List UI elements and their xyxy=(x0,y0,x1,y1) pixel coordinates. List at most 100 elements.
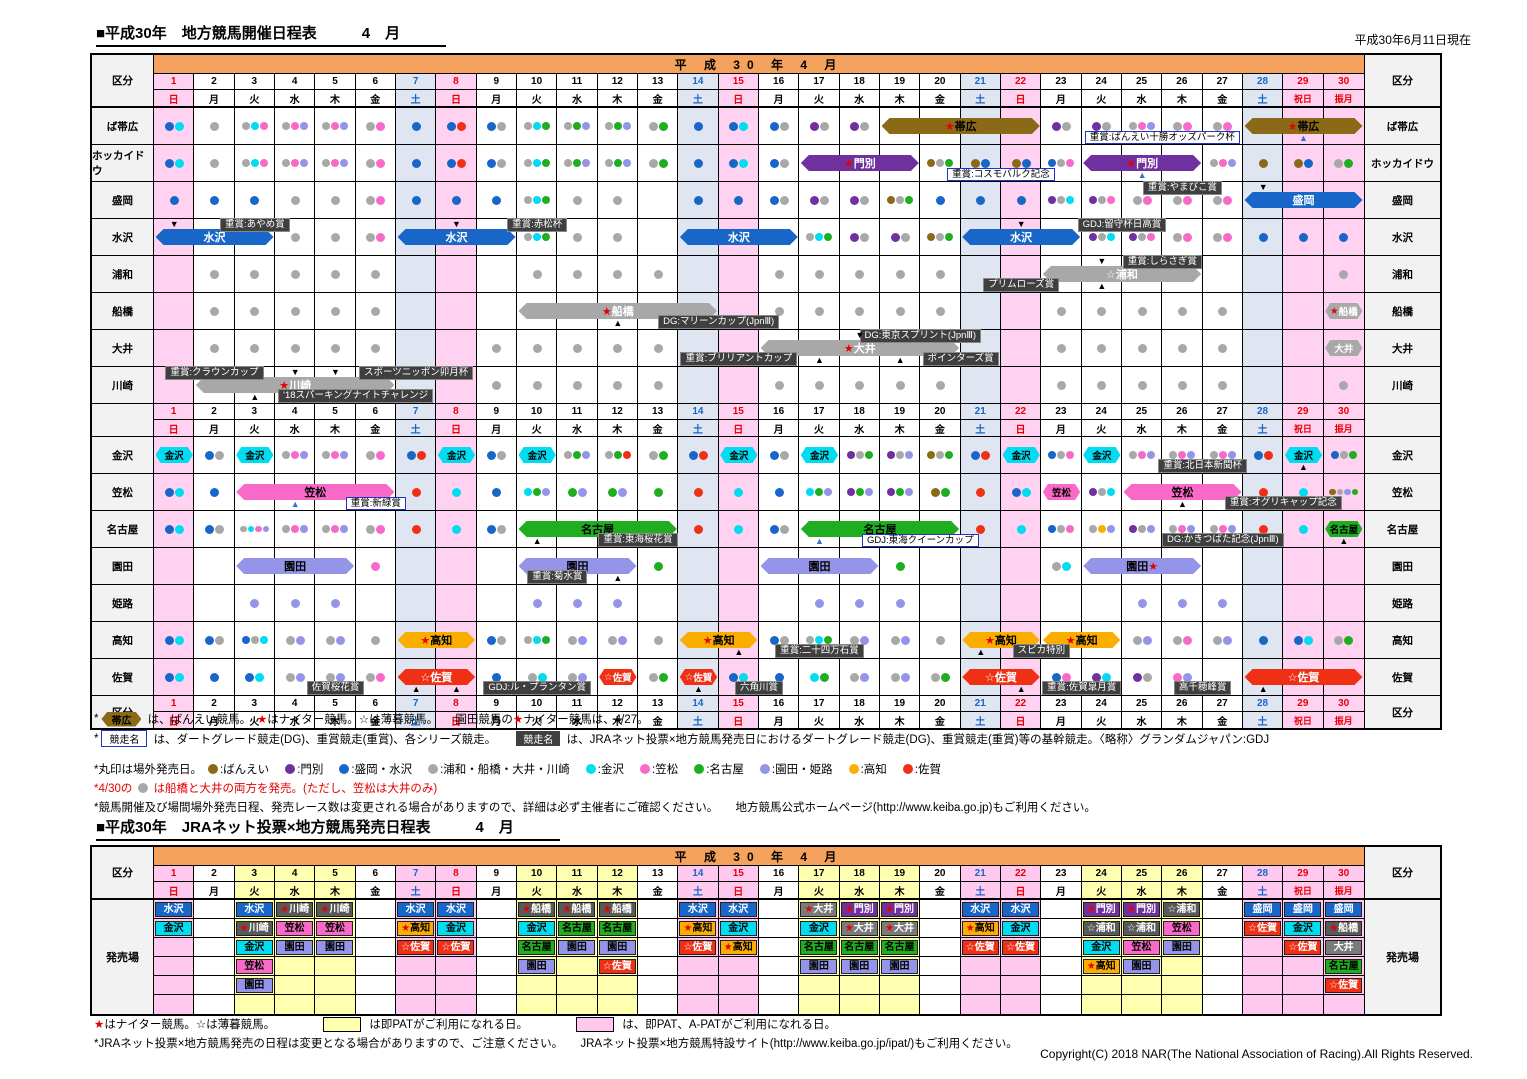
sales-cell xyxy=(1041,900,1082,918)
sales-venue-tag: 水沢 xyxy=(679,901,717,917)
day-of-week: 日 xyxy=(718,90,759,106)
sale-dot xyxy=(335,635,345,645)
date-number: 9 xyxy=(476,866,517,881)
sale-dot xyxy=(935,306,945,316)
venue-label: 園田 xyxy=(1364,548,1440,584)
sale-dot xyxy=(896,488,905,496)
offtrack-sale-dots xyxy=(1122,367,1162,403)
day-cell xyxy=(395,367,437,403)
offtrack-sale-dots xyxy=(275,108,315,144)
sale-dot xyxy=(411,195,421,205)
day-cell xyxy=(355,145,396,181)
sale-dot xyxy=(537,672,547,682)
offtrack-sale-dots xyxy=(517,182,557,218)
legend-text: :盛岡・水沢 xyxy=(351,764,413,776)
sales-cell: 金沢 xyxy=(436,919,477,937)
day-of-week: 火 xyxy=(234,712,275,728)
sale-dot xyxy=(322,159,331,167)
night-race-star-icon: ★ xyxy=(843,157,854,170)
sales-venue-tag: ☆佐賀 xyxy=(961,939,999,955)
offtrack-sale-dots xyxy=(194,256,234,292)
sales-venue-tag: ★川崎 xyxy=(316,901,354,917)
sales-cell: 笠松 xyxy=(315,919,356,937)
offtrack-sale-dots xyxy=(315,256,355,292)
date-number: 18 xyxy=(839,696,880,711)
day-cell xyxy=(436,108,477,144)
sales-table-title: ■平成30年 JRAネット投票×地方競馬発売日程表 4 月 xyxy=(96,816,560,841)
sales-venue-tag: 金沢 xyxy=(1082,939,1120,955)
day-cell xyxy=(1283,330,1324,366)
offtrack-sale-dots xyxy=(1122,108,1162,144)
day-of-week: 日 xyxy=(436,882,477,898)
day-cell xyxy=(154,585,195,621)
day-of-week: 火 xyxy=(799,420,840,436)
sales-cell xyxy=(920,919,961,937)
sales-cell: 水沢 xyxy=(436,900,477,918)
offtrack-sale-dots xyxy=(356,293,396,329)
offtrack-sale-dots xyxy=(315,585,355,621)
marker-triangle: ▲ xyxy=(250,392,260,402)
sale-dot xyxy=(693,121,703,131)
sale-dot xyxy=(653,269,663,279)
sales-cell: 盛岡 xyxy=(1283,900,1324,918)
day-of-week: 火 xyxy=(234,420,275,436)
day-cell xyxy=(476,437,517,473)
legend-text: :浦和・船橋・大井・川崎 xyxy=(440,764,570,776)
kubun-label: 区分 xyxy=(1364,55,1440,106)
day-of-week: 水 xyxy=(1121,420,1163,436)
sales-cell: 水沢 xyxy=(1000,900,1042,918)
offtrack-sale-dots xyxy=(920,437,960,473)
offtrack-sale-dots xyxy=(315,293,355,329)
sale-dot xyxy=(262,525,270,533)
sales-cell xyxy=(194,995,235,1014)
day-of-week: 月 xyxy=(758,712,800,728)
sale-dot xyxy=(1147,233,1156,241)
sales-cell: 金沢 xyxy=(1081,938,1122,956)
venue-days-area: 名古屋 名古屋 名古屋 重賞:東海桜花賞 GDJ:東海クイーンカップ DG:かきつばた記念… xyxy=(154,511,1364,547)
venue-days-area: ★ 帯広 ★ 帯広 重賞:ばんえい十勝オッズパーク杯 ▲ xyxy=(154,108,1364,144)
day-cell xyxy=(194,437,235,473)
sales-cell xyxy=(154,938,195,956)
offtrack-sale-dots xyxy=(880,219,920,255)
night-race-star-icon: ★ xyxy=(420,634,431,647)
sale-dot xyxy=(1344,488,1351,496)
legend-text: ★はナイター競馬。☆は薄暮競馬。 xyxy=(94,1019,276,1031)
sales-cell: ★大井 xyxy=(839,919,880,937)
sale-dot xyxy=(1011,158,1021,168)
day-of-week: 火 xyxy=(516,712,558,728)
date-number: 25 xyxy=(1121,74,1163,89)
offtrack-sale-dots xyxy=(759,293,799,329)
venue-label: 川崎 xyxy=(92,367,154,403)
sale-dot xyxy=(1209,159,1218,167)
sale-dot xyxy=(492,487,502,497)
offtrack-sale-dots xyxy=(154,511,194,547)
sale-dot xyxy=(376,524,386,534)
sale-dot xyxy=(1344,158,1354,168)
sales-cell: 金沢 xyxy=(718,919,759,937)
date-number: 20 xyxy=(920,404,961,419)
sale-dot xyxy=(1172,195,1182,205)
sales-cell: ★船橋 xyxy=(516,900,558,918)
offtrack-sale-dots xyxy=(436,511,476,547)
sale-dot xyxy=(1336,488,1344,496)
date-number: 4 xyxy=(274,866,316,881)
legend-dot-icon xyxy=(585,764,596,774)
night-race-star-icon: ★ xyxy=(885,903,895,915)
sale-dot xyxy=(890,232,900,242)
offtrack-sale-dots xyxy=(719,182,759,218)
twilight-race-star-icon: ☆ xyxy=(683,941,693,953)
sale-dot xyxy=(174,635,184,645)
sales-venue-tag: 名古屋 xyxy=(881,939,919,955)
sale-dot xyxy=(340,122,349,130)
sales-cell xyxy=(637,900,679,918)
night-race-star-icon: ★ xyxy=(602,903,612,915)
sales-cell xyxy=(920,900,961,918)
offtrack-sale-dots xyxy=(356,330,396,366)
sale-dot xyxy=(572,232,582,242)
marker-triangle: ▲ xyxy=(1299,133,1308,143)
offtrack-sale-dots xyxy=(880,182,920,218)
offtrack-sale-dots xyxy=(477,511,517,547)
day-cell xyxy=(1000,367,1042,403)
sales-cell: 名古屋 xyxy=(879,938,921,956)
sales-cell xyxy=(194,957,235,975)
